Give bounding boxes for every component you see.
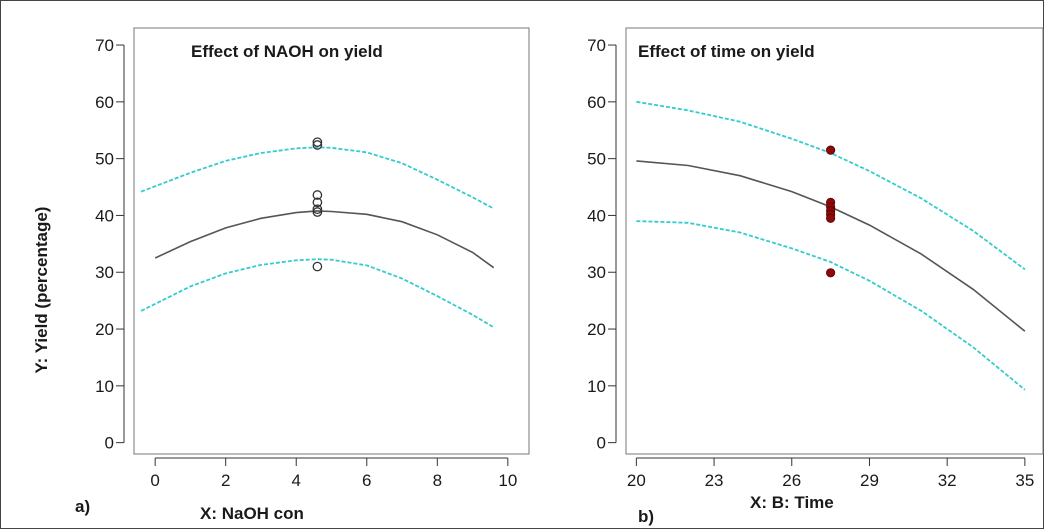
- plot-frame-a: [133, 27, 530, 455]
- y-tick-label: 10: [95, 377, 114, 396]
- x-axis-b: 20 23 26 29 32 35: [627, 457, 1034, 490]
- y-tick-label: 20: [587, 320, 606, 339]
- y-tick-label: 30: [587, 263, 606, 282]
- data-point: [312, 190, 323, 200]
- chart-title-b: Effect of time on yield: [638, 42, 815, 61]
- y-tick-label: 40: [587, 206, 606, 225]
- y-tick-label: 30: [95, 263, 114, 282]
- y-tick-label: 0: [105, 434, 114, 453]
- y-tick-label: 20: [95, 320, 114, 339]
- data-point: [312, 204, 323, 215]
- data-point: [312, 137, 323, 148]
- series-line-upper: [140, 146, 495, 210]
- panel-a: 0 10 20 30 40 50 60 70 0 2 4 6 8 10 Effect of NAOH o…: [75, 27, 530, 523]
- y-tick-label: 40: [95, 206, 114, 225]
- y-tick-label: 50: [95, 150, 114, 169]
- y-tick-label: 60: [95, 93, 114, 112]
- data-point: [312, 261, 323, 272]
- y-tick-label: 0: [597, 434, 606, 453]
- panel-label-b: b): [638, 507, 654, 526]
- series-line-fit: [154, 210, 495, 269]
- x-tick-label: 0: [150, 471, 159, 490]
- y-tick-label: 60: [587, 93, 606, 112]
- data-point: [312, 140, 323, 150]
- series-line-upper: [636, 100, 1026, 271]
- y-tick-label: 70: [95, 36, 114, 55]
- series-line-lower: [636, 220, 1026, 391]
- x-tick-label: 29: [860, 471, 879, 490]
- x-axis-title-a: X: NaOH con: [200, 504, 304, 523]
- x-tick-label: 35: [1015, 471, 1034, 490]
- data-point: [312, 207, 323, 217]
- y-tick-label: 50: [587, 150, 606, 169]
- plot-frame-b: [625, 27, 1044, 455]
- x-tick-label: 32: [938, 471, 957, 490]
- chart-title-a: Effect of NAOH on yield: [191, 42, 383, 61]
- x-tick-label: 4: [291, 471, 300, 490]
- x-tick-label: 20: [627, 471, 646, 490]
- y-axis-title: Y: Yield (percentage): [32, 207, 51, 374]
- y-axis-a: 0 10 20 30 40 50 60 70: [95, 36, 125, 453]
- points-a: [312, 137, 323, 272]
- y-tick-label: 70: [587, 36, 606, 55]
- y-axis-b: 0 10 20 30 40 50 60 70: [587, 36, 617, 453]
- data-point: [826, 145, 836, 155]
- data-point: [826, 213, 836, 223]
- x-tick-label: 6: [362, 471, 371, 490]
- points-b: [826, 145, 836, 278]
- x-tick-label: 8: [433, 471, 442, 490]
- x-tick-label: 26: [782, 471, 801, 490]
- x-tick-label: 10: [498, 471, 517, 490]
- x-axis-a: 0 2 4 6 8 10: [150, 457, 517, 490]
- panel-b: 0 10 20 30 40 50 60 70 20 23 26 29 32 35 Effect of t…: [587, 27, 1044, 526]
- x-axis-title-b: X: B: Time: [750, 493, 834, 512]
- x-tick-label: 2: [221, 471, 230, 490]
- series-b: [636, 100, 1026, 391]
- data-point: [826, 268, 836, 278]
- y-tick-label: 10: [587, 377, 606, 396]
- x-tick-label: 23: [705, 471, 724, 490]
- series-line-lower: [140, 258, 495, 329]
- data-point: [312, 197, 323, 208]
- series-line-fit: [636, 160, 1026, 332]
- series-a: [140, 146, 495, 329]
- panel-label-a: a): [75, 497, 90, 516]
